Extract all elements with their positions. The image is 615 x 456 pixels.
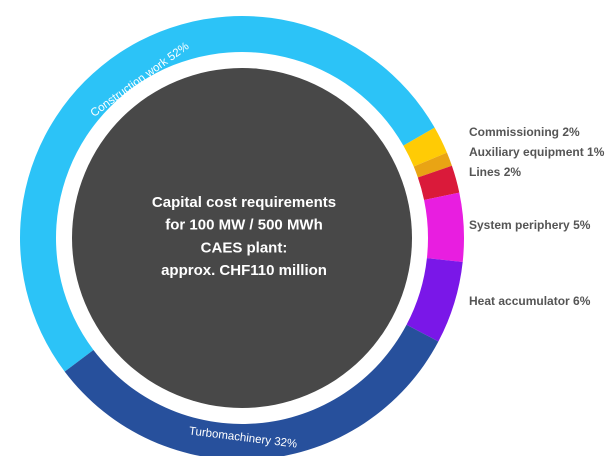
segment-value: 2% (504, 165, 522, 179)
donut-segment (403, 127, 447, 167)
donut-segment (20, 16, 435, 372)
segment-name: Lines (469, 165, 501, 179)
segment-label: Commissioning 2% (469, 125, 580, 139)
donut-segment (417, 165, 460, 200)
donut-segment (413, 152, 452, 178)
segment-label: System periphery 5% (469, 218, 591, 232)
donut-segment (406, 258, 463, 342)
segment-label: Heat accumulator 6% (469, 294, 591, 308)
segment-label: Lines 2% (469, 165, 521, 179)
center-disc (72, 68, 412, 408)
segment-value: 2% (562, 125, 580, 139)
segment-value: 5% (573, 218, 591, 232)
donut-segment (424, 192, 464, 262)
segment-value: 32% (273, 436, 297, 451)
segment-name: System periphery (469, 218, 570, 232)
segment-name: Commissioning (469, 125, 559, 139)
center-text: Capital cost requirements (152, 194, 336, 211)
segment-name: Auxiliary equipment (469, 145, 584, 159)
segment-label: Auxiliary equipment 1% (469, 145, 605, 159)
center-text: for 100 MW / 500 MWh (165, 217, 323, 234)
donut-segment (64, 324, 439, 456)
segment-value: 6% (573, 294, 591, 308)
segment-name: Heat accumulator (469, 294, 570, 308)
center-text: CAES plant: (201, 239, 288, 256)
center-text: approx. CHF110 million (161, 262, 327, 279)
segment-value: 1% (587, 145, 605, 159)
